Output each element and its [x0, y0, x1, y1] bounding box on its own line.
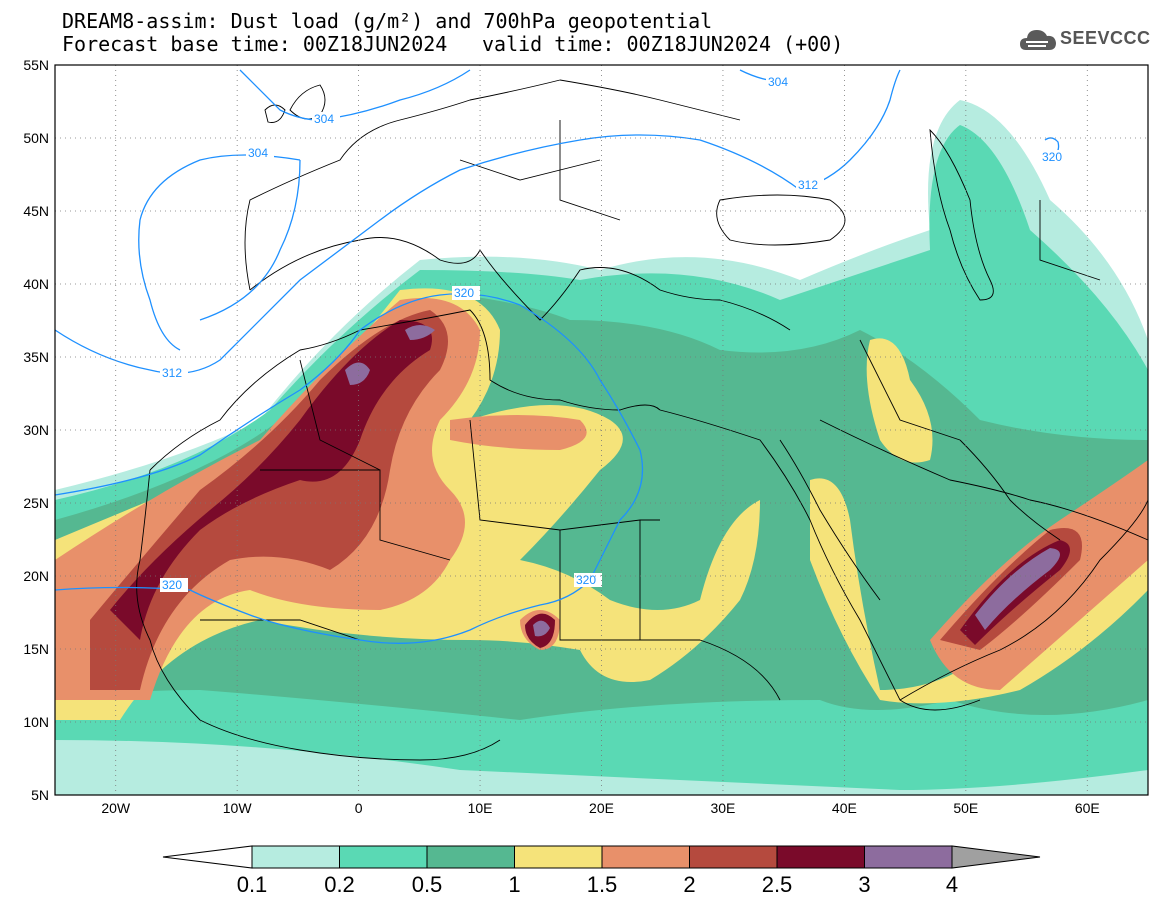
logo-text: SEEVCCC — [1060, 28, 1151, 48]
contour-label: 312 — [160, 366, 188, 380]
colorbar-swatch — [776, 845, 865, 869]
lat-tick-label: 50N — [23, 130, 49, 146]
latitude-labels: 55N 50N 45N 40N 35N 30N 25N 20N 15N 10N 5N — [23, 57, 49, 803]
colorbar-under-triangle — [162, 845, 253, 869]
colorbar-label: 1.5 — [587, 872, 618, 897]
colorbar-label: 0.5 — [412, 872, 443, 897]
svg-text:312: 312 — [162, 366, 182, 380]
colorbar-label: 4 — [946, 872, 958, 897]
lon-tick-label: 10W — [223, 800, 253, 816]
lon-tick-label: 10E — [468, 800, 493, 816]
colorbar-label: 0.1 — [237, 872, 268, 897]
colorbar-label: 0.2 — [324, 872, 355, 897]
lon-tick-label: 0 — [355, 800, 363, 816]
svg-text:320: 320 — [454, 286, 474, 300]
cloud-icon — [1020, 30, 1056, 50]
lat-tick-label: 25N — [23, 495, 49, 511]
contour-labels: 304 304 304 312 312 320 320 320 320 — [160, 75, 1068, 592]
colorbar-swatch — [601, 845, 690, 869]
lon-tick-label: 60E — [1075, 800, 1100, 816]
lat-lon-grid — [55, 65, 1148, 795]
colorbar-swatch — [864, 845, 953, 869]
lat-tick-label: 5N — [31, 787, 49, 803]
lat-tick-label: 35N — [23, 349, 49, 365]
lon-tick-label: 30E — [710, 800, 735, 816]
lat-tick-label: 55N — [23, 57, 49, 73]
colorbar-label: 3 — [858, 872, 870, 897]
colorbar-swatch — [426, 845, 515, 869]
lon-tick-label: 50E — [953, 800, 978, 816]
contour-label: 304 — [246, 146, 274, 160]
contour-label: 304 — [766, 75, 794, 89]
lat-tick-label: 15N — [23, 641, 49, 657]
contour-label: 320 — [160, 578, 188, 592]
svg-text:304: 304 — [248, 146, 268, 160]
lat-tick-label: 20N — [23, 568, 49, 584]
contour-label: 312 — [796, 178, 824, 192]
lat-tick-label: 10N — [23, 714, 49, 730]
svg-text:320: 320 — [576, 573, 596, 587]
lon-tick-label: 40E — [832, 800, 857, 816]
map-frame — [54, 64, 1149, 796]
colorbar-label: 2.5 — [762, 872, 793, 897]
svg-text:304: 304 — [768, 75, 788, 89]
colorbar-over-triangle — [951, 845, 1041, 869]
lat-tick-label: 45N — [23, 203, 49, 219]
svg-text:304: 304 — [314, 112, 334, 126]
contour-label: 320 — [1040, 150, 1068, 164]
svg-text:320: 320 — [1042, 150, 1062, 164]
lon-tick-label: 20W — [101, 800, 131, 816]
map-title: DREAM8-assim: Dust load (g/m²) and 700hP… — [62, 9, 713, 33]
valid-time: valid time: 00Z18JUN2024 (+00) — [482, 32, 844, 56]
colorbar-swatch — [339, 845, 428, 869]
colorbar-swatch — [251, 845, 340, 869]
svg-text:312: 312 — [798, 178, 818, 192]
lat-tick-label: 30N — [23, 422, 49, 438]
colorbar-swatch — [689, 845, 778, 869]
contour-label: 304 — [312, 112, 340, 126]
colorbar-label: 1 — [508, 872, 520, 897]
contour-label: 320 — [452, 286, 480, 300]
forecast-base-time: Forecast base time: 00Z18JUN2024 — [62, 32, 448, 56]
svg-text:320: 320 — [162, 578, 182, 592]
longitude-labels: 20W 10W 0 10E 20E 30E 40E 50E 60E — [101, 800, 1099, 816]
colorbar-swatch — [514, 845, 603, 869]
colorbar-label: 2 — [683, 872, 695, 897]
lon-tick-label: 20E — [589, 800, 614, 816]
contour-label: 320 — [574, 573, 602, 587]
lat-tick-label: 40N — [23, 276, 49, 292]
